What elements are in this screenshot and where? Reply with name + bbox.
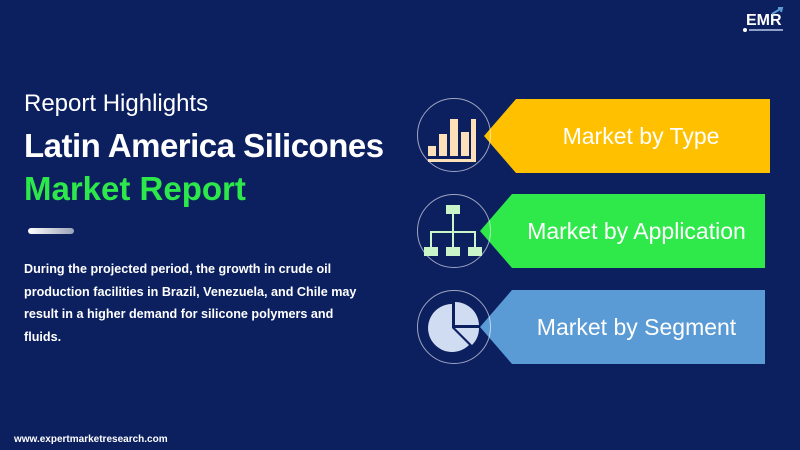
highlight-market-by-application: Market by Application: [480, 194, 765, 268]
bar-chart-icon: [428, 119, 476, 162]
description: During the projected period, the growth …: [24, 262, 357, 344]
icon-circle: [417, 290, 491, 364]
icon-circle: [417, 98, 491, 172]
report-kicker: Report Highlights: [24, 90, 209, 117]
page-title: Latin America Silicones: [24, 127, 384, 164]
icon-circle: [417, 194, 491, 268]
highlight-label: Market by Segment: [536, 313, 737, 340]
highlight-market-by-type: Market by Type: [484, 99, 770, 173]
hierarchy-icon: [424, 205, 482, 256]
highlight-market-by-segment: Market by Segment: [480, 290, 765, 364]
emr-logo: EMR: [742, 6, 786, 34]
svg-text:EMR: EMR: [746, 12, 782, 29]
page-subtitle: Market Report: [24, 170, 246, 207]
divider: [28, 228, 74, 234]
website-link[interactable]: www.expertmarketresearch.com: [14, 434, 168, 445]
highlight-label: Market by Type: [562, 122, 720, 149]
pie-chart-icon: [428, 302, 480, 352]
highlight-label: Market by Application: [527, 217, 746, 244]
